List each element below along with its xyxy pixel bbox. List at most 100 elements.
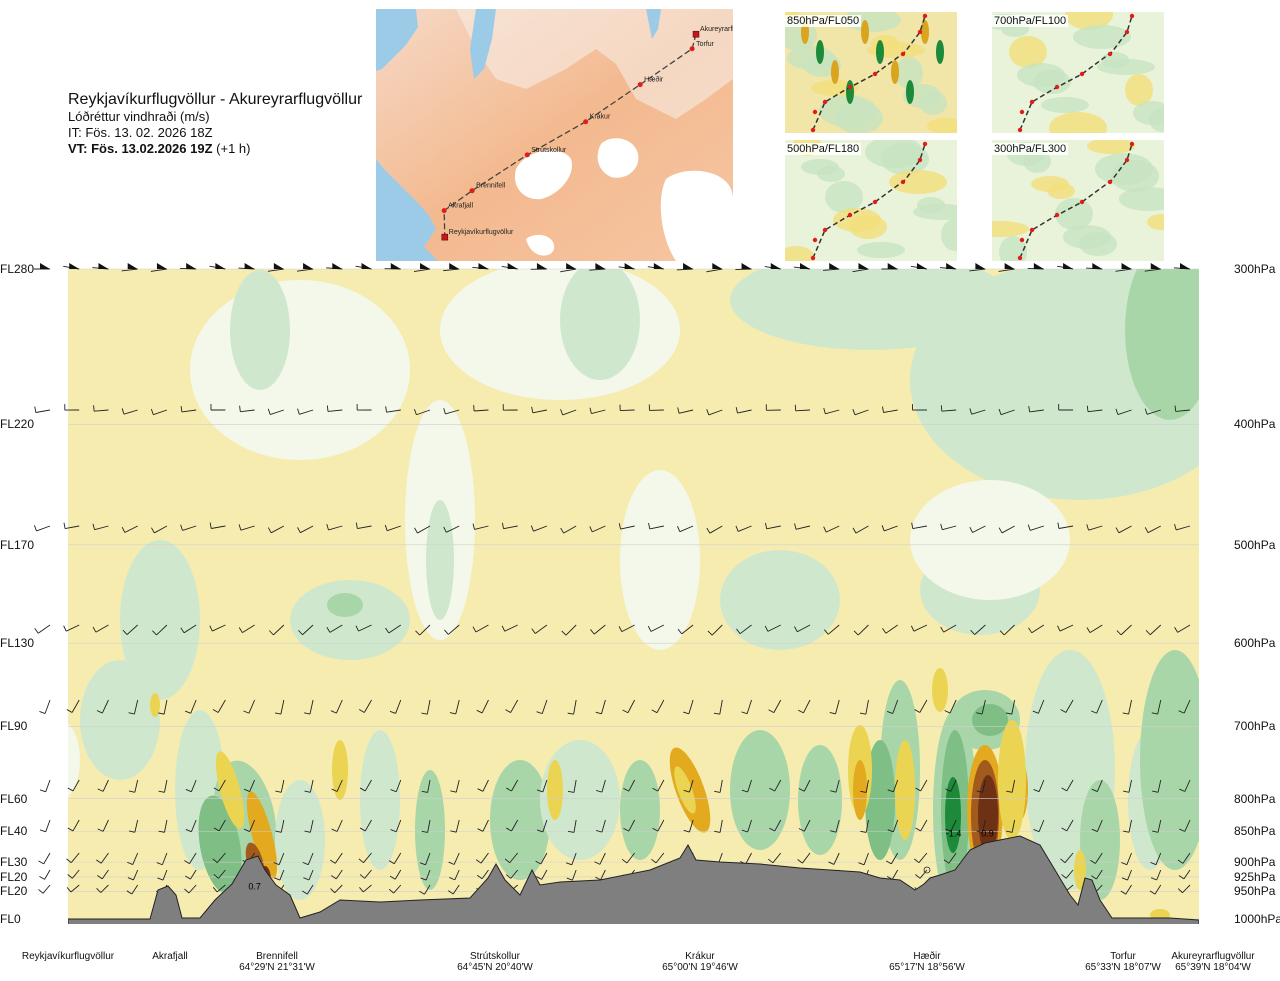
- field-blob: [415, 770, 445, 890]
- thumbnail-blob: [861, 20, 869, 44]
- thumbnail-blob: [1063, 225, 1111, 249]
- thumbnail-waypoint: [813, 110, 817, 114]
- thumbnail-waypoint: [901, 180, 905, 184]
- thumbnail-waypoint: [1030, 100, 1034, 104]
- thumbnail-850[interactable]: 850hPa/FL050: [785, 12, 957, 133]
- wind-barb: [1086, 263, 1102, 269]
- thumbnail-blob: [889, 170, 947, 194]
- thumbnail-waypoint: [918, 30, 922, 34]
- wind-barb: [209, 263, 225, 269]
- thumbnail-map: [785, 12, 957, 133]
- valid-time-label: VT: Fös. 13.02.2026 19Z: [68, 141, 213, 156]
- pressure-label: 700hPa: [1234, 719, 1280, 733]
- field-blob: [80, 660, 160, 780]
- thumbnail-map: [785, 140, 957, 261]
- thumbnail-300[interactable]: 300hPa/FL300: [992, 140, 1164, 261]
- thumbnail-waypoint: [1125, 30, 1129, 34]
- fl-label: FL40: [0, 824, 40, 838]
- cross-section-plot: 0.7-1.4 0.9: [0, 255, 1280, 945]
- thumbnail-blob: [831, 60, 839, 84]
- wind-barb: [648, 263, 664, 269]
- thumbnail-blob: [871, 35, 899, 51]
- thumbnail-waypoint: [1108, 180, 1112, 184]
- wind-barb: [472, 263, 488, 269]
- thumbnail-label: 300hPa/FL300: [992, 143, 1068, 155]
- waypoint-label: Akureyrarflugvöllur: [700, 26, 733, 33]
- thumbnail-500[interactable]: 500hPa/FL180: [785, 140, 957, 261]
- thumbnail-blob: [1101, 52, 1129, 68]
- pressure-label: 400hPa: [1234, 417, 1280, 431]
- pressure-label: 600hPa: [1234, 636, 1280, 650]
- station-label: Krákur 65°00'N 19°46'W: [640, 951, 760, 973]
- thumbnail-waypoint: [823, 100, 827, 104]
- field-blob: [440, 260, 680, 400]
- thumbnail-blob: [917, 197, 945, 213]
- wind-barb: [35, 407, 50, 413]
- field-blob: [720, 550, 840, 650]
- wind-barb: [940, 263, 956, 269]
- wind-barb: [40, 780, 50, 792]
- wind-barb: [1174, 263, 1190, 269]
- issue-time: IT: Fös. 13. 02. 2026 18Z: [68, 125, 362, 141]
- updraft-core: [932, 668, 948, 712]
- thumbnail-blob: [801, 159, 839, 175]
- thumbnail-blob: [1041, 97, 1089, 113]
- wind-barb: [39, 700, 50, 714]
- thumbnail-map: [992, 140, 1164, 261]
- thumbnail-waypoint: [1108, 52, 1112, 56]
- thumbnail-waypoint: [1055, 85, 1059, 89]
- fl-label: FL90: [0, 719, 40, 733]
- station-coord: 65°39'N 18°04'W: [1153, 962, 1273, 973]
- thumbnail-blob: [1073, 25, 1131, 49]
- field-blob: [290, 580, 410, 660]
- thumbnail-waypoint: [1125, 158, 1129, 162]
- chart-title: Reykjavíkurflugvöllur - Akureyrarflugvöl…: [68, 90, 362, 109]
- valid-time: VT: Fös. 13.02.2026 19Z (+1 h): [68, 141, 362, 157]
- thumbnail-blob: [846, 80, 854, 104]
- station-label: Strútskollur 64°45'N 20°40'W: [435, 951, 555, 973]
- waypoint-label: Reykjavíkurflugvöllur: [449, 229, 514, 236]
- fl-label: FL60: [0, 792, 40, 806]
- field-blob: [230, 270, 290, 390]
- route-map: AkureyrarflugvöllurTorfurHæðirKrákurStrú…: [376, 9, 733, 261]
- station-label: Brennifell 64°29'N 21°31'W: [217, 951, 337, 973]
- wind-barb: [735, 263, 751, 270]
- wind-barb: [502, 263, 518, 269]
- station-coord: 64°45'N 20°40'W: [435, 962, 555, 973]
- thumbnail-waypoint: [923, 142, 927, 146]
- pressure-label: 900hPa: [1234, 855, 1280, 869]
- valid-time-offset: (+1 h): [216, 141, 250, 156]
- pressure-label: 950hPa: [1234, 884, 1280, 898]
- pressure-label: 1000hPa: [1234, 912, 1280, 926]
- wind-barb: [1057, 263, 1073, 269]
- thumbnail-blob: [906, 80, 914, 104]
- updraft-core: [895, 740, 915, 840]
- glacier-vatnajokull: [661, 171, 733, 261]
- thumbnail-blob: [921, 20, 929, 44]
- fl-label: FL280: [0, 262, 40, 276]
- title-block: Reykjavíkurflugvöllur - Akureyrarflugvöl…: [68, 90, 362, 157]
- field-blob: [327, 593, 363, 617]
- value-annotation: 0.7: [248, 882, 261, 892]
- thumbnail-waypoint: [901, 52, 905, 56]
- thumbnail-waypoint: [873, 72, 877, 76]
- updraft-core: [547, 760, 563, 820]
- station-name: Brennifell: [217, 951, 337, 962]
- field-blob: [426, 500, 454, 620]
- wind-barb: [326, 263, 342, 269]
- fl-label: FL220: [0, 417, 40, 431]
- wind-barb: [619, 263, 635, 269]
- thumbnail-blob: [787, 46, 835, 70]
- pressure-label: 850hPa: [1234, 824, 1280, 838]
- fl-label: FL130: [0, 636, 40, 650]
- wind-barb: [34, 525, 50, 531]
- thumbnail-700[interactable]: 700hPa/FL100: [992, 12, 1164, 133]
- field-blob: [40, 720, 80, 800]
- station-coord: 65°00'N 19°46'W: [640, 962, 760, 973]
- wind-barb: [40, 820, 50, 832]
- updraft-core: [332, 740, 348, 800]
- wind-barb: [881, 263, 897, 269]
- thumbnail-waypoint: [923, 14, 927, 18]
- wind-barb: [765, 263, 781, 269]
- thumbnail-waypoint: [1018, 128, 1022, 132]
